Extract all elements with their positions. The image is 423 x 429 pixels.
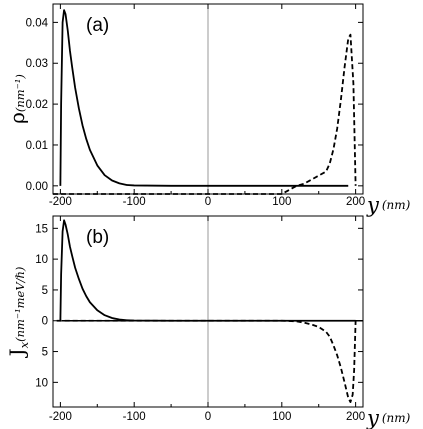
x-tick-label: 200 [346,196,365,208]
y-tick-label: 5 [42,285,48,297]
x-tick-label: -100 [123,196,146,208]
x-tick-label: -200 [49,411,72,423]
x-tick-label: 0 [205,196,211,208]
y-tick-label: 0.02 [26,99,48,111]
y-axis-unit: (nm⁻¹) [13,74,27,112]
y-tick-label: 15 [35,223,48,235]
y-tick-label: 0.01 [26,140,48,152]
x-axis-unit: (nm) [382,198,411,212]
y-tick-label: 0.03 [26,58,48,70]
x-tick-label: 0 [205,411,211,423]
x-tick-label: -200 [49,196,72,208]
x-tick-label: 100 [272,196,291,208]
y-tick-label: 0.00 [26,181,48,193]
panel-b: -200 -100 0 100 200 15 10 5 0 5 10 (b) Jx(nm⁻¹meV/ℏ)… [5,215,411,429]
y-tick-label: 10 [35,254,48,266]
x-axis-label: y (nm) [366,193,411,217]
panel-label: (a) [86,15,109,36]
solid-series-line [59,9,349,187]
y-axis-symbol: ρ [5,112,29,124]
y-tick-label: 10 [35,377,48,389]
dashed-series-line [56,319,357,403]
x-axis-symbol: y [366,406,380,429]
y-axis-label: ρ(nm⁻¹) [5,74,29,124]
y-axis-subscript: x [17,341,31,348]
dashed-series-line [53,33,357,195]
y-axis-label: Jx(nm⁻¹meV/ℏ) [5,267,31,359]
y-axis-unit: (nm⁻¹meV/ℏ) [13,267,27,342]
x-axis-symbol: y [366,193,380,217]
panel-label: (b) [86,227,109,248]
x-axis-label: y (nm) [366,406,411,429]
y-tick-label: 0.04 [26,17,49,29]
x-tick-label: 200 [346,411,365,423]
x-tick-label: -100 [123,411,146,423]
x-axis-unit: (nm) [382,411,411,425]
y-tick-label: 5 [42,347,48,359]
y-axis-symbol: J [5,348,29,358]
y-tick-label: 0 [42,316,48,328]
x-tick-label: 100 [272,411,291,423]
